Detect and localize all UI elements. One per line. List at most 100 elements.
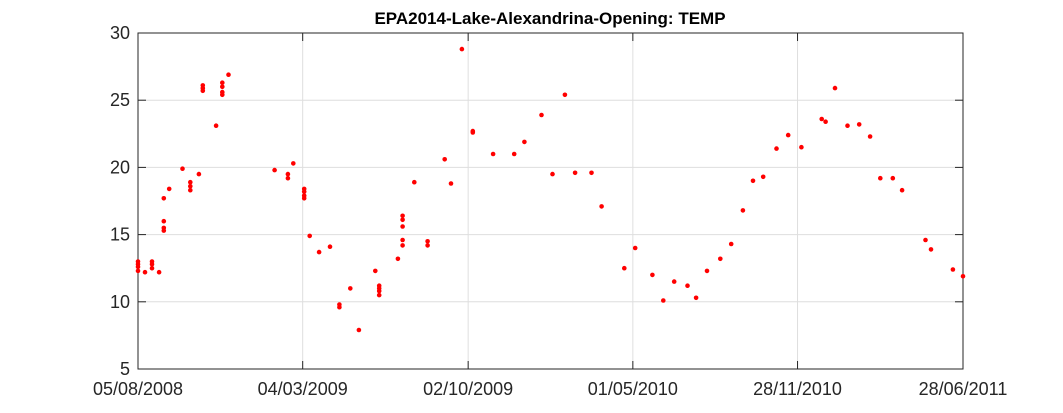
- data-point: [928, 247, 934, 252]
- data-point: [867, 134, 873, 139]
- data-point: [960, 274, 966, 279]
- data-point: [572, 170, 578, 176]
- data-point: [307, 233, 313, 239]
- data-point: [149, 259, 155, 264]
- data-point: [878, 175, 883, 181]
- data-point: [632, 245, 638, 251]
- data-point: [832, 85, 838, 91]
- data-point: [899, 187, 905, 193]
- data-point: [149, 265, 155, 271]
- data-point: [490, 151, 496, 157]
- data-point: [671, 279, 677, 284]
- data-point: [161, 218, 167, 224]
- data-point: [376, 283, 382, 289]
- data-point: [400, 213, 405, 219]
- y-tick-label: 25: [110, 90, 130, 110]
- data-point: [285, 175, 291, 181]
- data-point: [589, 170, 594, 176]
- data-point: [740, 208, 746, 213]
- data-point: [550, 171, 555, 177]
- x-tick-label: 05/08/2008: [93, 379, 183, 399]
- chart-title: EPA2014-Lake-Alexandrina-Opening: TEMP: [374, 9, 725, 28]
- data-point: [226, 72, 231, 77]
- data-point: [376, 292, 382, 298]
- data-point: [220, 80, 225, 85]
- data-point: [188, 187, 193, 193]
- data-point: [400, 224, 405, 229]
- data-point: [448, 181, 454, 186]
- data-point: [356, 327, 362, 333]
- data-point: [161, 225, 167, 231]
- data-point: [562, 92, 568, 98]
- data-point: [760, 174, 766, 180]
- data-point: [135, 259, 141, 264]
- data-point: [774, 146, 779, 151]
- data-point: [142, 269, 148, 275]
- data-point: [718, 256, 723, 262]
- data-point: [425, 239, 430, 244]
- data-point: [750, 178, 756, 184]
- data-point: [819, 116, 824, 122]
- data-point: [395, 256, 401, 262]
- plot-area-frame: [137, 32, 964, 370]
- data-point: [200, 83, 206, 88]
- data-point: [156, 269, 162, 275]
- data-point: [459, 46, 465, 52]
- data-point: [327, 244, 333, 249]
- y-tick-label: 30: [110, 23, 130, 43]
- data-point: [442, 157, 448, 162]
- data-point: [166, 186, 172, 192]
- data-point: [693, 295, 699, 301]
- data-point: [348, 286, 353, 291]
- data-point: [213, 123, 219, 128]
- y-tick-label: 10: [110, 292, 130, 312]
- data-point: [650, 272, 655, 278]
- data-point: [923, 237, 928, 243]
- data-point: [291, 161, 296, 166]
- data-point: [522, 139, 527, 145]
- data-point: [950, 267, 956, 272]
- data-point: [412, 179, 417, 185]
- x-tick-label: 28/11/2010: [753, 379, 842, 399]
- data-point: [704, 268, 710, 274]
- y-axis: 5 10 15 20 25 30: [110, 23, 963, 379]
- data-point: [220, 84, 225, 90]
- data-point: [539, 112, 544, 118]
- y-tick-label: 5: [120, 359, 130, 379]
- data-point: [400, 237, 405, 243]
- data-point: [301, 193, 307, 198]
- data-point: [316, 249, 322, 255]
- data-point: [728, 241, 734, 247]
- x-tick-label: 04/03/2009: [258, 379, 348, 399]
- data-point: [622, 265, 627, 271]
- data-point: [425, 243, 430, 248]
- data-point: [135, 268, 141, 274]
- x-tick-label: 01/05/2010: [588, 379, 678, 399]
- data-point: [890, 175, 896, 181]
- data-point: [180, 166, 185, 171]
- y-tick-label: 15: [110, 225, 130, 245]
- data-point: [799, 144, 804, 150]
- data-point: [272, 167, 277, 173]
- data-point: [470, 128, 476, 134]
- data-point: [188, 183, 193, 189]
- y-tick-label: 20: [110, 157, 130, 177]
- data-point: [785, 132, 791, 138]
- data-point: [220, 89, 225, 95]
- data-point: [196, 171, 202, 177]
- data-point: [400, 217, 405, 223]
- data-point: [188, 179, 193, 185]
- grid-lines: [138, 33, 963, 369]
- data-point: [685, 283, 690, 289]
- data-point: [661, 298, 666, 303]
- data-point: [856, 122, 862, 127]
- x-tick-label: 28/06/2011: [919, 379, 1008, 399]
- data-point: [285, 171, 291, 177]
- data-point: [511, 151, 517, 157]
- data-point: [599, 204, 604, 209]
- data-point: [301, 186, 307, 192]
- x-tick-label: 02/10/2009: [423, 379, 513, 399]
- data-point: [161, 196, 167, 201]
- data-point: [400, 243, 405, 248]
